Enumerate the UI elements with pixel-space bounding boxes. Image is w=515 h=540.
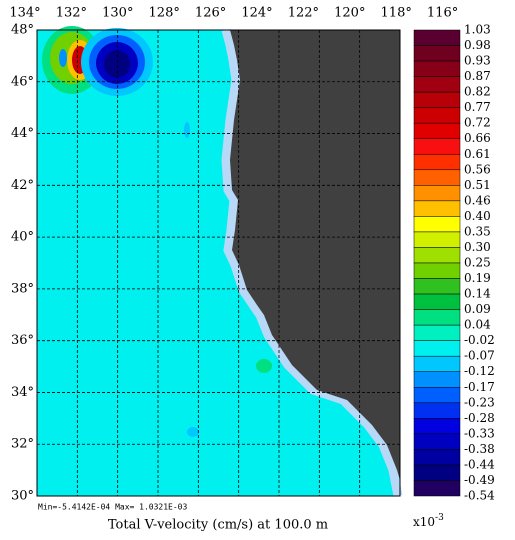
colorbar-box (413, 449, 461, 466)
anomaly (184, 122, 190, 138)
colorbar-box (413, 60, 461, 77)
colorbar-box (413, 169, 461, 186)
colorbar-box (413, 324, 461, 341)
scale-exponent: -3 (435, 513, 444, 523)
x-tick-label: 128° (149, 6, 180, 21)
x-tick-label: 124° (241, 6, 272, 21)
colorbar-box (413, 340, 461, 357)
map-title: Total V-velocity (cm/s) at 100.0 m (108, 518, 328, 533)
colorbar-label: -0.54 (464, 489, 495, 503)
colorbar-box (413, 45, 461, 62)
colorbar: 1.030.98 0.930.87 0.820.77 0.720.66 0.610.56… (413, 23, 495, 503)
y-tick-label: 34° (11, 385, 34, 400)
anomaly (187, 427, 199, 437)
colorbar-box (413, 355, 461, 372)
colorbar-label: -0.33 (464, 426, 495, 440)
x-tick-label: 134° (9, 6, 40, 21)
colorbar-box (413, 278, 461, 295)
colorbar-label: -0.38 (464, 442, 495, 456)
x-tick-label: 130° (102, 6, 133, 21)
colorbar-label: 0.40 (464, 209, 491, 223)
colorbar-label: 0.04 (464, 318, 491, 332)
axis-labels: 134° 132° 130° 128° 126° 124° 122° 120° 118° 116°… (9, 6, 458, 504)
colorbar-box (413, 309, 461, 326)
colorbar-box (413, 464, 461, 481)
colorbar-box (413, 91, 461, 108)
colorbar-box (413, 107, 461, 124)
x-tick-label: 118° (381, 6, 412, 21)
colorbar-label: -0.02 (464, 333, 495, 347)
colorbar-box (413, 247, 461, 264)
colorbar-box (413, 402, 461, 419)
colorbar-box (413, 185, 461, 202)
x-tick-label: 126° (195, 6, 226, 21)
x-tick-label: 120° (334, 6, 365, 21)
colorbar-box (413, 200, 461, 217)
colorbar-box (413, 293, 461, 310)
colorbar-label: 0.56 (464, 162, 491, 176)
colorbar-label: 0.51 (464, 178, 491, 192)
y-tick-label: 42° (11, 178, 34, 193)
colorbar-label: 0.14 (464, 287, 491, 301)
colorbar-box (413, 433, 461, 450)
stats: Min=-5.4142E-04 Max= 1.0321E-03 (38, 503, 187, 512)
land (230, 30, 400, 480)
coastal-band (221, 28, 403, 497)
colorbar-label: -0.07 (464, 349, 495, 363)
colorbar-label: 0.35 (464, 224, 491, 238)
colorbar-label: -0.44 (464, 457, 495, 471)
x-tick-label: 132° (56, 6, 87, 21)
y-tick-label: 46° (11, 74, 34, 89)
y-tick-label: 38° (11, 281, 34, 296)
anomaly (59, 49, 67, 67)
colorbar-label: 0.87 (464, 69, 491, 83)
colorbar-box (413, 387, 461, 404)
colorbar-label: -0.23 (464, 395, 495, 409)
colorbar-label: -0.17 (464, 380, 495, 394)
colorbar-label: -0.28 (464, 411, 495, 425)
colorbar-box (413, 154, 461, 171)
colorbar-label: -0.12 (464, 364, 495, 378)
colorbar-label: 0.77 (464, 100, 491, 114)
anomaly (256, 359, 272, 373)
scale-base: x10 (413, 515, 435, 529)
colorbar-box (413, 231, 461, 248)
colorbar-box (413, 216, 461, 233)
y-tick-label: 36° (11, 333, 34, 348)
colorbar-label: 0.30 (464, 240, 491, 254)
colorbar-box (413, 480, 461, 497)
y-tick-label: 30° (11, 489, 34, 504)
colorbar-label: 1.03 (464, 23, 491, 37)
x-tick-label: 122° (288, 6, 319, 21)
colorbar-label: 0.61 (464, 147, 491, 161)
colorbar-box (413, 138, 461, 155)
colorbar-label: 0.25 (464, 256, 491, 270)
colorbar-label: 0.72 (464, 116, 491, 130)
y-tick-label: 44° (11, 126, 34, 141)
colorbar-label: 0.66 (464, 131, 491, 145)
plot-frame (36, 29, 401, 497)
colorbar-box (413, 262, 461, 279)
colorbar-box (413, 122, 461, 139)
anomaly (104, 50, 130, 78)
colorbar-label: 0.82 (464, 85, 491, 99)
colorbar-box (413, 29, 461, 46)
colorbar-label: 0.98 (464, 38, 491, 52)
y-tick-label: 48° (11, 23, 34, 38)
colorbar-label: -0.49 (464, 473, 495, 487)
colorbar-label: 0.93 (464, 54, 491, 68)
scale-factor: x10-3 (413, 513, 444, 529)
y-tick-label: 40° (11, 230, 34, 245)
colorbar-label: 0.19 (464, 271, 491, 285)
colorbar-label: 0.46 (464, 193, 491, 207)
x-tick-label: 116° (427, 6, 458, 21)
colorbar-box (413, 418, 461, 435)
colorbar-box (413, 371, 461, 388)
colorbar-box (413, 76, 461, 93)
map-field (37, 26, 403, 497)
colorbar-label: 0.09 (464, 302, 491, 316)
y-tick-label: 32° (11, 437, 34, 452)
